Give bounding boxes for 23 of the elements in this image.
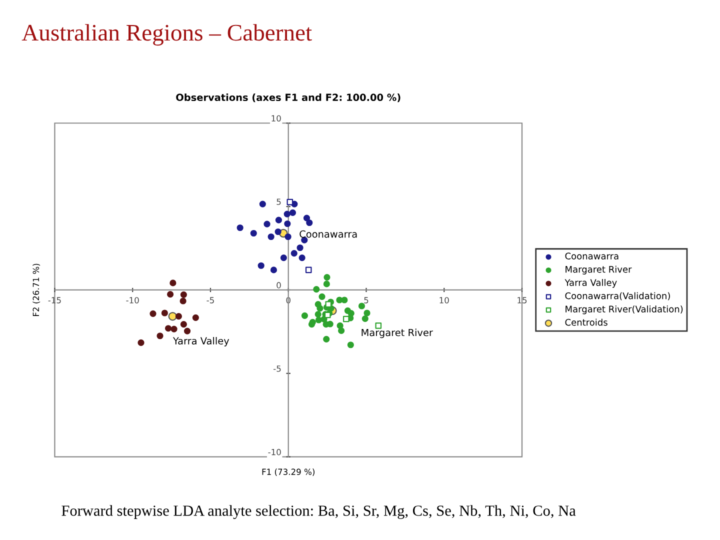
legend-label: Margaret River(Validation) [566,305,683,314]
x-tick-label: 10 [440,297,449,304]
chart-title: Australian Regions – Cabernet [22,24,312,46]
x-axis-title: F1 (73.29 %) [262,468,314,476]
annotation: Yarra Valley [172,337,230,346]
annotation: Margaret River [362,328,433,338]
y-tick-label: 10 [272,115,281,122]
annotation: Coonawarra [300,230,357,238]
x-tick-label: 5 [364,297,368,304]
legend-label: Centroids [565,318,608,326]
y-axis-title: F2 (26.71 %) [32,264,40,316]
y-tick-label: -10 [268,448,281,456]
legend-label: Yarra Valley [564,278,617,288]
y-tick-label: 5 [276,198,281,205]
x-tick-label: -5 [206,297,214,304]
legend-label: Coonawarra [565,252,618,260]
text: Forward stepwise LDA analyte selection: Ba, Si, Sr, Mg, Cs, Se, Nb, Th, Ni, Co, Na [62,505,576,519]
legend-label: Margaret River [566,266,632,274]
y-tick-label: 0 [276,282,281,288]
y-tick-label: -5 [274,366,281,372]
x-tick-label: -10 [126,297,139,304]
chart-subtitle: Observations (axes F1 and F2: 100.00 %) [176,94,400,102]
legend-label: Coonawarra(Validation) [565,292,670,300]
